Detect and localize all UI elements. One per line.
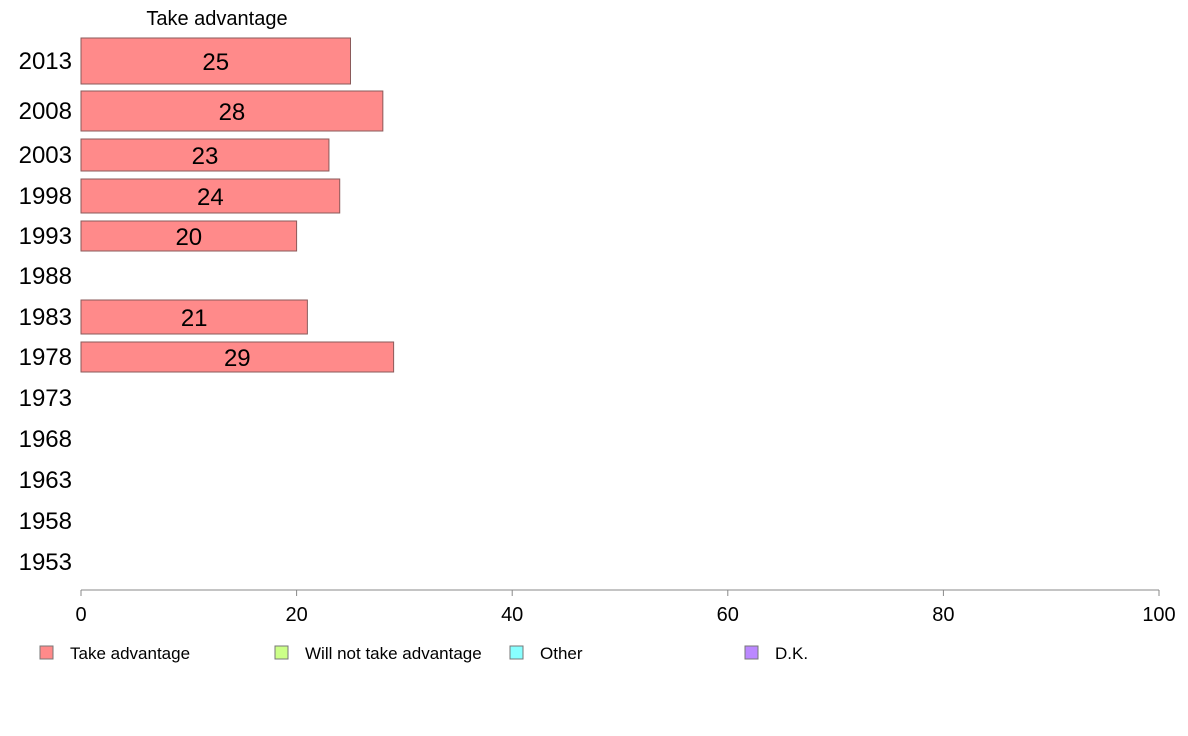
y-tick-label: 1988 xyxy=(19,263,72,290)
legend-swatch xyxy=(39,645,54,660)
y-tick-label: 1978 xyxy=(19,344,72,371)
chart-title: Take advantage xyxy=(146,8,287,30)
y-tick-label: 1953 xyxy=(19,549,72,576)
y-tick-label: 1968 xyxy=(19,426,72,453)
y-tick-label: 1958 xyxy=(19,508,72,535)
y-tick-label: 1973 xyxy=(19,385,72,412)
bar xyxy=(80,37,351,85)
bar xyxy=(80,220,298,252)
x-tick-label: 0 xyxy=(75,604,86,626)
x-tick-label: 100 xyxy=(1142,604,1175,626)
x-tick-label: 60 xyxy=(717,604,739,626)
bar-value-label: 20 xyxy=(175,224,202,251)
legend-label: Will not take advantage xyxy=(305,644,482,663)
y-tick-label: 1963 xyxy=(19,467,72,494)
legend-swatch xyxy=(509,645,524,660)
y-tick-label: 1998 xyxy=(19,183,72,210)
y-axis-labels: 2013 2008 2003 1998 1993 1988 1983 1978 1973 1968… xyxy=(19,48,72,576)
y-tick-label: 2013 xyxy=(19,48,72,75)
legend-label: D.K. xyxy=(775,644,808,663)
bar-value-label: 23 xyxy=(192,143,219,170)
bar-value-label: 24 xyxy=(197,184,224,211)
bar-value-label: 25 xyxy=(202,49,229,76)
y-tick-label: 1993 xyxy=(19,223,72,250)
legend: Take advantage Will not take advantage Oth… xyxy=(39,644,808,663)
legend-swatch xyxy=(274,645,289,660)
bar xyxy=(80,299,308,335)
y-tick-label: 1983 xyxy=(19,304,72,331)
x-tick-label: 20 xyxy=(285,604,307,626)
y-tick-label: 2003 xyxy=(19,142,72,169)
bar xyxy=(80,341,395,373)
legend-label: Other xyxy=(540,644,583,663)
bar xyxy=(80,138,330,172)
legend-label: Take advantage xyxy=(70,644,190,663)
x-tick-label: 80 xyxy=(932,604,954,626)
bars xyxy=(80,37,395,373)
bar xyxy=(80,178,341,214)
y-tick-label: 2008 xyxy=(19,98,72,125)
x-axis: 0 20 40 60 80 100 xyxy=(75,589,1176,626)
bar xyxy=(80,90,384,132)
legend-swatch xyxy=(744,645,759,660)
bar-value-label: 28 xyxy=(219,99,246,126)
bar-value-label: 21 xyxy=(181,305,208,332)
bar-value-label: 29 xyxy=(224,345,251,372)
x-tick-label: 40 xyxy=(501,604,523,626)
